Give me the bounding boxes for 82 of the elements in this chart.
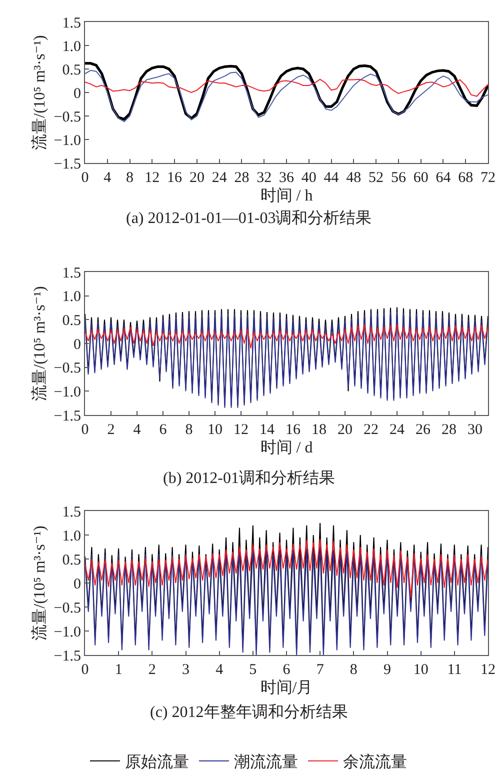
x-tick-label: 1: [114, 662, 122, 678]
y-tick-label: 1.0: [62, 528, 81, 544]
x-tick-label: 68: [458, 170, 474, 186]
x-tick-label: 2: [107, 422, 115, 438]
y-tick-label: 1.0: [62, 38, 81, 55]
y-tick-label: 1.5: [62, 15, 81, 32]
x-axis-title: 时间 / h: [260, 186, 313, 205]
y-tick-label: −0.5: [54, 360, 81, 377]
x-tick-label: 26: [416, 422, 431, 438]
x-tick-label: 2: [148, 662, 156, 678]
x-tick-label: 4: [133, 422, 142, 438]
line-series: [85, 546, 488, 655]
x-tick-label: 8: [126, 170, 134, 186]
x-tick-label: 4: [104, 170, 112, 186]
y-tick-label: 1.5: [62, 265, 81, 282]
x-tick-label: 16: [167, 170, 183, 186]
x-tick-label: 28: [234, 170, 250, 186]
x-tick-label: 12: [234, 422, 248, 438]
x-tick-label: 10: [208, 422, 222, 438]
x-tick-label: 9: [384, 662, 391, 678]
y-axis-title: 流量/(10⁵ m³·s⁻¹): [30, 526, 49, 640]
x-tick-label: 64: [436, 170, 452, 186]
x-tick-label: 8: [350, 662, 358, 678]
y-tick-label: 0: [74, 86, 81, 102]
text: (b) 2012-01调和分析结果: [163, 469, 335, 487]
x-axis-title: 时间/月: [260, 678, 313, 697]
y-tick-label: 0.5: [62, 62, 81, 78]
x-tick-label: 18: [312, 422, 326, 438]
x-tick-label: 28: [442, 422, 456, 438]
y-tick-label: 0: [74, 576, 81, 592]
x-tick-label: 56: [390, 170, 406, 186]
y-tick-label: −0.5: [54, 600, 81, 616]
y-tick-label: −1.5: [54, 408, 81, 424]
y-tick-label: −0.5: [54, 109, 81, 126]
line-series: [85, 78, 488, 97]
x-tick-label: 22: [364, 422, 378, 438]
x-tick-label: 24: [212, 170, 228, 186]
x-tick-label: 8: [185, 422, 193, 438]
line-series: [85, 324, 488, 349]
y-tick-label: −1.5: [54, 156, 81, 172]
x-tick-label: 6: [282, 662, 291, 678]
x-tick-label: 60: [413, 170, 428, 186]
x-tick-label: 14: [260, 422, 275, 438]
text: (c) 2012年整年调和分析结果: [150, 703, 348, 721]
x-tick-label: 12: [144, 170, 160, 186]
x-tick-label: 20: [189, 170, 204, 186]
x-tick-label: 11: [447, 662, 462, 678]
y-tick-label: −1.5: [54, 648, 81, 664]
text: (a) 2012-01-01—01-03调和分析结果: [126, 209, 372, 227]
y-tick-label: −1.0: [54, 624, 81, 640]
x-tick-label: 40: [301, 170, 316, 186]
legend-label: 原始流量: [125, 753, 189, 772]
x-tick-label: 7: [316, 662, 324, 678]
y-tick-label: −1.0: [54, 132, 81, 149]
x-tick-label: 5: [249, 662, 257, 678]
x-tick-label: 12: [480, 662, 496, 678]
y-tick-label: 0: [74, 336, 81, 353]
y-axis-title: 流量/(10⁵ m³·s⁻¹): [30, 35, 49, 150]
y-tick-label: 1.0: [62, 289, 81, 306]
x-tick-label: 6: [159, 422, 168, 438]
x-tick-label: 16: [286, 422, 301, 438]
x-tick-label: 4: [216, 662, 224, 678]
y-tick-label: −1.0: [54, 384, 81, 400]
x-tick-label: 52: [368, 170, 384, 186]
y-tick-label: 0.5: [62, 552, 81, 568]
y-tick-label: 0.5: [62, 312, 81, 329]
x-tick-label: 36: [279, 170, 294, 186]
x-tick-label: 72: [480, 170, 496, 186]
x-tick-label: 44: [324, 170, 340, 186]
y-axis-title: 流量/(10⁵ m³·s⁻¹): [30, 286, 49, 401]
x-tick-label: 20: [338, 422, 352, 438]
x-tick-label: 24: [390, 422, 405, 438]
x-tick-label: 10: [413, 662, 428, 678]
legend-label: 潮流流量: [234, 753, 298, 772]
x-tick-label: 32: [256, 170, 272, 186]
x-tick-label: 3: [182, 662, 190, 678]
x-tick-label: 48: [346, 170, 362, 186]
x-tick-label: 30: [468, 422, 482, 438]
line-series: [85, 538, 488, 598]
legend-label: 余流流量: [343, 753, 407, 772]
y-tick-label: 1.5: [62, 504, 81, 520]
x-axis-title: 时间 / d: [260, 438, 313, 457]
